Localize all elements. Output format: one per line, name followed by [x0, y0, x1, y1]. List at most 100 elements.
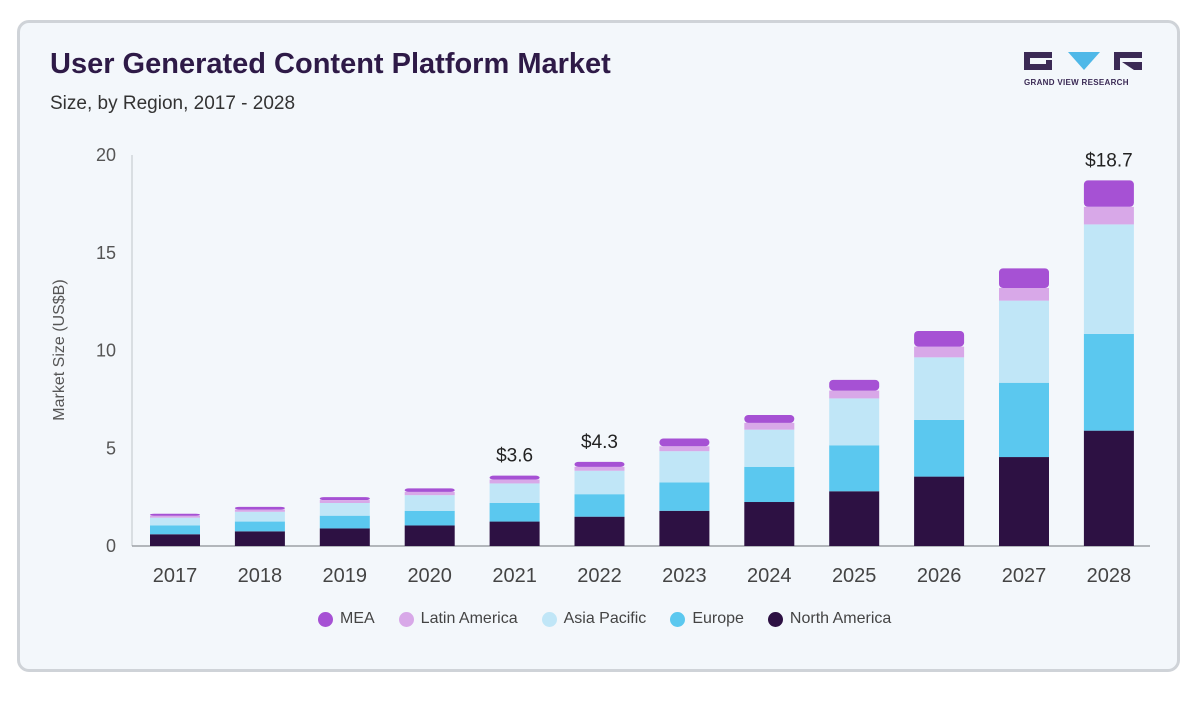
- bar-latin-america-2024: [744, 422, 795, 430]
- bar-asia-pacific-2020: [404, 495, 455, 511]
- bar-europe-2020: [404, 510, 455, 526]
- bar-asia-pacific-2026: [914, 357, 965, 420]
- x-tick-label: 2022: [577, 565, 622, 587]
- data-label-2022: $4.3: [581, 432, 618, 453]
- x-tick-label: 2019: [323, 565, 368, 587]
- chart-card: [17, 20, 1180, 672]
- bar-north-america-2017: [150, 534, 200, 546]
- legend-swatch: [670, 611, 686, 627]
- bar-asia-pacific-2024: [744, 429, 795, 467]
- bar-latin-america-2025: [829, 390, 880, 399]
- bar-mea-2023: [659, 438, 710, 447]
- bar-north-america-2018: [234, 531, 285, 546]
- bar-asia-pacific-2025: [829, 398, 880, 446]
- x-tick-label: 2024: [747, 565, 792, 587]
- bar-mea-2017: [150, 513, 200, 516]
- y-tick-label: 0: [106, 536, 116, 556]
- legend-label: MEA: [340, 610, 375, 627]
- bar-europe-2019: [319, 515, 370, 529]
- x-tick-label: 2017: [153, 565, 198, 587]
- bar-mea-2019: [319, 497, 370, 501]
- bar-mea-2025: [829, 379, 880, 391]
- legend-swatch: [541, 611, 557, 627]
- bar-north-america-2025: [829, 491, 880, 546]
- bar-mea-2026: [914, 330, 965, 347]
- legend-label: Europe: [692, 610, 744, 627]
- x-tick-label: 2026: [917, 565, 962, 587]
- bar-europe-2025: [829, 445, 880, 492]
- bar-mea-2021: [489, 475, 540, 480]
- bar-north-america-2020: [404, 525, 455, 546]
- x-tick-label: 2025: [832, 565, 877, 587]
- bar-asia-pacific-2028: [1083, 224, 1134, 334]
- bar-asia-pacific-2018: [234, 511, 285, 522]
- legend-item-north-america: North America: [767, 610, 892, 628]
- bar-mea-2028: [1083, 180, 1134, 207]
- bar-north-america-2021: [489, 521, 540, 546]
- bar-north-america-2023: [659, 510, 710, 546]
- bar-europe-2022: [574, 494, 625, 517]
- legend-label: North America: [789, 610, 892, 627]
- x-tick-label: 2023: [662, 565, 707, 587]
- chart-title: User Generated Content Platform Market: [50, 48, 611, 80]
- bar-latin-america-2022: [574, 466, 625, 471]
- bar-latin-america-2027: [999, 287, 1049, 301]
- bar-asia-pacific-2023: [659, 451, 710, 483]
- bar-latin-america-2026: [914, 346, 965, 358]
- grand-view-research-logo: [1024, 52, 1142, 70]
- bar-north-america-2024: [744, 502, 795, 546]
- logo-text: GRAND VIEW RESEARCH: [1024, 78, 1129, 87]
- chart-legend: MEA Latin America Asia Pacific Europe North …: [318, 610, 915, 628]
- bar-north-america-2019: [319, 528, 370, 546]
- bar-latin-america-2020: [404, 491, 455, 496]
- bar-europe-2026: [914, 419, 965, 477]
- y-tick-label: 15: [96, 243, 116, 263]
- bar-mea-2024: [744, 415, 795, 423]
- bar-north-america-2027: [999, 457, 1049, 546]
- bar-north-america-2026: [914, 476, 965, 546]
- chart-subtitle: Size, by Region, 2017 - 2028: [50, 93, 296, 114]
- x-tick-label: 2027: [1002, 565, 1047, 587]
- legend-label: Asia Pacific: [563, 610, 647, 627]
- bar-europe-2018: [234, 521, 285, 532]
- x-tick-label: 2018: [238, 565, 283, 587]
- legend-item-asia-pacific: Asia Pacific: [541, 610, 647, 628]
- x-tick-label: 2028: [1087, 565, 1132, 587]
- bar-europe-2024: [744, 466, 795, 503]
- bar-asia-pacific-2027: [999, 300, 1049, 383]
- bar-mea-2027: [999, 268, 1049, 288]
- bar-europe-2027: [999, 382, 1049, 458]
- bar-europe-2017: [150, 525, 200, 535]
- y-tick-label: 10: [96, 341, 116, 361]
- data-label-2028: $18.7: [1085, 150, 1133, 171]
- bar-europe-2023: [659, 482, 710, 511]
- legend-swatch: [398, 611, 414, 627]
- bar-latin-america-2019: [319, 500, 370, 503]
- legend-swatch: [767, 611, 783, 627]
- y-tick-label: 20: [96, 145, 116, 165]
- legend-label: Latin America: [420, 610, 518, 627]
- x-tick-label: 2020: [407, 565, 452, 587]
- bar-mea-2018: [234, 506, 285, 510]
- y-tick-label: 5: [106, 438, 116, 458]
- bar-mea-2022: [574, 461, 625, 467]
- bar-latin-america-2017: [150, 515, 200, 518]
- x-tick-label: 2021: [492, 565, 537, 587]
- y-axis-title: Market Size (US$B): [51, 279, 68, 420]
- legend-item-latin-america: Latin America: [398, 610, 518, 628]
- bar-asia-pacific-2017: [150, 517, 200, 526]
- bar-north-america-2022: [574, 516, 625, 546]
- bar-asia-pacific-2019: [319, 502, 370, 516]
- bar-latin-america-2023: [659, 446, 710, 452]
- bar-europe-2028: [1083, 333, 1134, 431]
- data-label-2021: $3.6: [496, 446, 533, 467]
- legend-item-europe: Europe: [670, 610, 744, 628]
- bar-latin-america-2021: [489, 479, 540, 484]
- bar-latin-america-2018: [234, 509, 285, 512]
- legend-swatch: [318, 611, 333, 627]
- bar-mea-2020: [404, 488, 455, 492]
- bar-asia-pacific-2022: [574, 470, 625, 495]
- legend-item-mea: MEA: [318, 610, 375, 628]
- bar-asia-pacific-2021: [489, 483, 540, 503]
